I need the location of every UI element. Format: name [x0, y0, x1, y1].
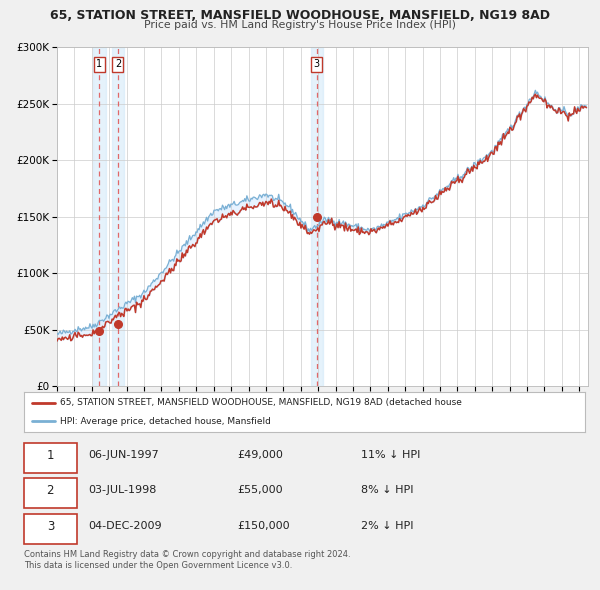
Text: £49,000: £49,000: [237, 450, 283, 460]
FancyBboxPatch shape: [24, 513, 77, 543]
FancyBboxPatch shape: [24, 477, 77, 507]
Bar: [112, 47, 124, 386]
Text: 04-DEC-2009: 04-DEC-2009: [89, 521, 162, 531]
FancyBboxPatch shape: [24, 442, 77, 473]
Text: 06-JUN-1997: 06-JUN-1997: [89, 450, 159, 460]
Bar: [311, 47, 323, 386]
Text: Price paid vs. HM Land Registry's House Price Index (HPI): Price paid vs. HM Land Registry's House …: [144, 20, 456, 30]
Text: 2% ↓ HPI: 2% ↓ HPI: [361, 521, 413, 531]
Text: 2: 2: [47, 484, 54, 497]
Text: 65, STATION STREET, MANSFIELD WOODHOUSE, MANSFIELD, NG19 8AD: 65, STATION STREET, MANSFIELD WOODHOUSE,…: [50, 9, 550, 22]
Text: 8% ↓ HPI: 8% ↓ HPI: [361, 485, 413, 495]
Text: 3: 3: [47, 520, 54, 533]
Text: 3: 3: [314, 59, 320, 69]
Text: £55,000: £55,000: [237, 485, 283, 495]
Bar: [94, 47, 106, 386]
Text: Contains HM Land Registry data © Crown copyright and database right 2024.: Contains HM Land Registry data © Crown c…: [24, 550, 350, 559]
Text: 03-JUL-1998: 03-JUL-1998: [89, 485, 157, 495]
Text: This data is licensed under the Open Government Licence v3.0.: This data is licensed under the Open Gov…: [24, 560, 292, 569]
Text: HPI: Average price, detached house, Mansfield: HPI: Average price, detached house, Mans…: [61, 417, 271, 425]
Text: £150,000: £150,000: [237, 521, 290, 531]
Text: 1: 1: [97, 59, 103, 69]
Text: 2: 2: [115, 59, 121, 69]
Text: 11% ↓ HPI: 11% ↓ HPI: [361, 450, 420, 460]
Text: 1: 1: [47, 448, 54, 461]
Text: 65, STATION STREET, MANSFIELD WOODHOUSE, MANSFIELD, NG19 8AD (detached house: 65, STATION STREET, MANSFIELD WOODHOUSE,…: [61, 398, 463, 407]
